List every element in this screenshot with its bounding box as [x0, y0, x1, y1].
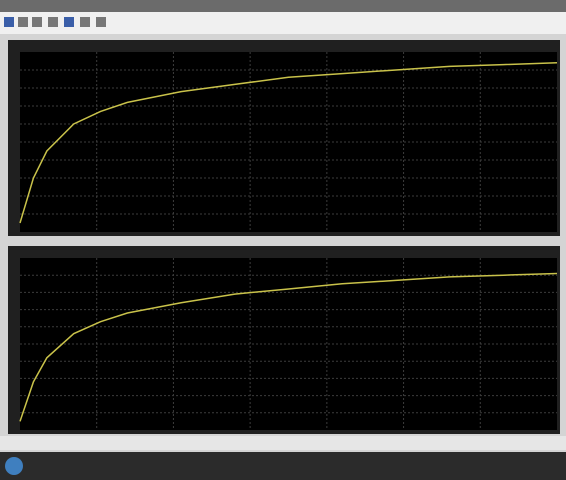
start-button[interactable]: [5, 457, 23, 475]
status-bar: [0, 436, 566, 450]
icon[interactable]: [4, 17, 14, 27]
page: (() => { const data = JSON.parse(documen…: [0, 0, 566, 480]
icon[interactable]: [80, 17, 90, 27]
taskbar: [0, 452, 566, 480]
icon[interactable]: [18, 17, 28, 27]
icon[interactable]: [64, 17, 74, 27]
icon[interactable]: [32, 17, 42, 27]
title-bar: [0, 0, 566, 12]
screenshot: [0, 0, 566, 480]
icon[interactable]: [48, 17, 58, 27]
icon[interactable]: [96, 17, 106, 27]
